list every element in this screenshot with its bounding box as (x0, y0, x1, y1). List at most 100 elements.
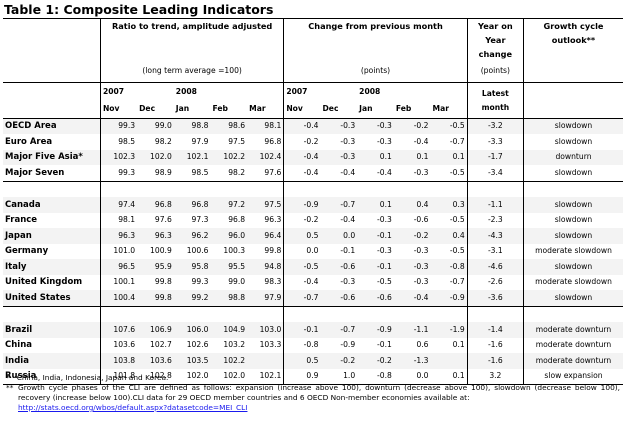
outlook-cell: moderate slowdown (522, 243, 623, 259)
change-cell: -0.4 (283, 274, 321, 290)
change-cell: -0.2 (340, 355, 356, 365)
year-label-2007: 2007 (99, 81, 138, 100)
change-cell: 0.3 (452, 199, 465, 209)
ratio-cell: 98.3 (264, 277, 282, 287)
ratio-cell: 96.3 (99, 228, 138, 244)
month-header-change-1: Dec (320, 100, 358, 119)
ratio-cell: 99.8 (264, 246, 282, 256)
footnote-2-text: Growth cycle phases of the CLI are defin… (18, 383, 620, 402)
ratio-cell: 98.1 (99, 212, 138, 228)
outlook-cell: slow expansion (522, 368, 623, 385)
ratio-cell: 96.0 (228, 230, 246, 240)
ratio-cell: 99.3 (99, 117, 138, 134)
change-cell: -0.9 (340, 340, 356, 350)
change-cell: -1.1 (413, 324, 429, 334)
change-cell: 0.1 (416, 152, 429, 162)
header-ratio-sub: (long term average =100) (99, 61, 284, 82)
change-cell: -0.3 (377, 136, 392, 146)
row-label: Major Five Asia* (5, 152, 83, 163)
change-cell: -1.3 (413, 355, 429, 365)
yoy-cell: -1.7 (466, 149, 524, 165)
ratio-cell: 100.3 (223, 246, 246, 256)
month-header-ratio-1: Dec (137, 100, 174, 119)
outlook-cell: moderate downturn (522, 337, 623, 353)
ratio-cell: 102.2 (223, 152, 246, 162)
change-cell: -0.2 (283, 212, 321, 228)
header-yoy-sub: (points) (466, 61, 524, 82)
year-label-2007-change: 2007 (283, 81, 321, 100)
change-cell: -0.7 (340, 324, 356, 334)
ratio-cell: 97.2 (228, 199, 246, 209)
ratio-cell: 96.3 (264, 215, 282, 225)
footnote-2-mark: ** (6, 383, 14, 392)
ratio-cell: 99.3 (99, 165, 138, 181)
yoy-cell: -3.2 (466, 117, 524, 134)
change-cell: -0.8 (357, 368, 394, 385)
ratio-cell: 97.9 (264, 292, 282, 302)
footnote-1: * China, India, Indonesia, Japan and Kor… (6, 373, 620, 383)
change-cell: -0.3 (413, 261, 429, 271)
ratio-cell: 96.5 (99, 259, 138, 275)
change-cell: 1.0 (320, 368, 358, 385)
yoy-cell: -1.6 (466, 337, 524, 353)
change-cell: -0.6 (340, 292, 356, 302)
ratio-cell: 97.6 (154, 215, 172, 225)
change-cell: -0.7 (449, 277, 465, 287)
ratio-cell: 98.1 (247, 117, 284, 134)
ratio-cell: 102.4 (259, 152, 282, 162)
change-cell: -0.4 (340, 215, 356, 225)
change-cell: -0.2 (413, 230, 429, 240)
change-cell: 0.1 (379, 152, 392, 162)
ratio-cell: 98.8 (173, 117, 211, 134)
change-cell: -0.6 (377, 292, 392, 302)
change-cell: -0.5 (449, 215, 465, 225)
change-cell: -0.7 (340, 199, 356, 209)
change-cell: 0.1 (452, 340, 465, 350)
outlook-cell: slowdown (522, 117, 623, 134)
month-header-ratio-4: Mar (247, 100, 284, 119)
table-row: Major Five Asia* 102.3 102.0 102.1 102.2 102.… (3, 149, 623, 165)
table-row: Major Seven 99.3 98.9 98.5 98.2 97.6 -0.4 -0.4-… (3, 165, 623, 181)
outlook-cell: slowdown (522, 290, 623, 306)
row-label: United States (5, 292, 71, 303)
table-row: Canada 97.4 96.8 96.8 97.2 97.5 -0.9 -0.7 0.1 0.4… (3, 197, 623, 213)
ratio-cell: 103.0 (259, 324, 282, 334)
ratio-cell: 97.9 (191, 136, 209, 146)
ratio-cell: 95.9 (154, 261, 172, 271)
ratio-cell (247, 353, 284, 369)
row-label: Japan (5, 230, 32, 241)
table-row: Germany 101.0 100.9 100.6 100.3 99.8 0.0 -0.1 -0… (3, 243, 623, 259)
header-change-sub: (points) (283, 61, 468, 82)
ratio-cell: 103.6 (99, 337, 138, 353)
change-cell: -0.3 (377, 215, 392, 225)
ratio-cell: 103.8 (99, 353, 138, 369)
change-cell: -0.2 (283, 134, 321, 150)
ratio-cell: 94.8 (264, 261, 282, 271)
ratio-cell: 95.8 (191, 261, 209, 271)
row-label: France (5, 215, 38, 226)
change-cell: -0.7 (283, 290, 321, 306)
month-header-change-0: Nov (283, 100, 321, 119)
ratio-cell: 102.2 (223, 355, 246, 365)
ratio-cell: 102.6 (186, 340, 209, 350)
yoy-cell: -3.1 (466, 243, 524, 259)
change-cell: -0.2 (393, 117, 431, 134)
footnote-2: ** Growth cycle phases of the CLI are de… (6, 383, 620, 413)
change-cell (431, 353, 468, 369)
change-cell: -0.9 (283, 197, 321, 213)
change-cell: -0.5 (377, 277, 392, 287)
oecd-stats-link[interactable]: http://stats.oecd.org/wbos/default.aspx?… (18, 403, 248, 412)
table-row: Brazil 107.6 106.9 106.0 104.9 103.0 -0.1 -0.7 -… (3, 322, 623, 338)
change-cell: 0.1 (452, 152, 465, 162)
ratio-cell: 104.9 (223, 324, 246, 334)
ratio-cell: 96.4 (264, 230, 282, 240)
table-title: Table 1: Composite Leading Indicators (4, 2, 274, 17)
change-cell: -0.3 (377, 246, 392, 256)
month-header-change-2: Jan (357, 100, 394, 119)
group-spacer (3, 180, 623, 197)
ratio-cell: 98.9 (154, 167, 172, 177)
ratio-cell: 102.0 (173, 368, 211, 385)
table-row: France 98.1 97.6 97.3 96.8 96.3 -0.2 -0.4 -0.3 -0… (3, 212, 623, 228)
table-row: Russia 101.8 102.8 102.0 102.0 102.1 0.9 1.0 -0.… (3, 368, 623, 385)
table-row: OECD Area 99.3 99.0 98.8 98.6 98.1 -0.4 -0.3 -0.… (3, 117, 623, 134)
